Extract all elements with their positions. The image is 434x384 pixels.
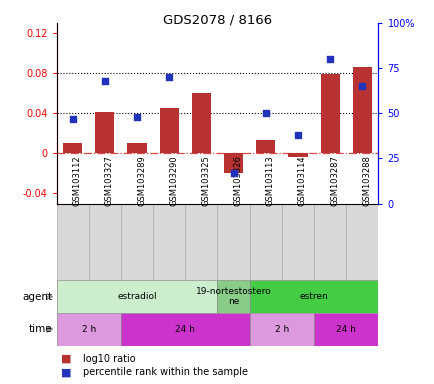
Text: estren: estren [299, 292, 328, 301]
Bar [56, 280, 217, 313]
Bar [89, 204, 121, 280]
Text: agent: agent [22, 291, 52, 302]
Bar [121, 204, 153, 280]
Bar [249, 204, 281, 280]
Bar [56, 313, 121, 346]
Point [69, 116, 76, 122]
Text: ■: ■ [61, 354, 71, 364]
Text: 2 h: 2 h [82, 325, 95, 334]
Text: 2 h: 2 h [274, 325, 288, 334]
Bar [121, 313, 249, 346]
Point [197, 2, 204, 8]
Text: 19-nortestostero
ne: 19-nortestostero ne [195, 287, 271, 306]
Bar [56, 204, 89, 280]
Text: GSM103325: GSM103325 [201, 155, 210, 206]
Bar [159, 108, 178, 153]
Text: 24 h: 24 h [175, 325, 195, 334]
Bar [127, 143, 146, 153]
Text: time: time [29, 324, 52, 334]
Text: GSM103112: GSM103112 [72, 155, 82, 206]
Text: GSM103326: GSM103326 [233, 155, 242, 206]
Point [358, 83, 365, 89]
Bar [224, 153, 243, 174]
Text: percentile rank within the sample: percentile rank within the sample [82, 367, 247, 377]
Point [294, 132, 301, 138]
Bar [345, 204, 378, 280]
Bar [249, 313, 313, 346]
Text: GDS2078 / 8166: GDS2078 / 8166 [163, 13, 271, 26]
Bar [153, 204, 185, 280]
Bar [217, 204, 249, 280]
Text: estradiol: estradiol [117, 292, 157, 301]
Point [230, 170, 237, 176]
Point [262, 110, 269, 116]
Bar [352, 67, 371, 153]
Point [165, 74, 172, 80]
Text: log10 ratio: log10 ratio [82, 354, 135, 364]
Bar [313, 313, 378, 346]
Bar [320, 74, 339, 153]
Text: 24 h: 24 h [335, 325, 355, 334]
Bar [288, 153, 307, 157]
Text: GSM103113: GSM103113 [265, 155, 274, 206]
Point [133, 114, 140, 120]
Text: GSM103289: GSM103289 [137, 155, 146, 206]
Bar [63, 143, 82, 153]
Bar [217, 280, 249, 313]
Text: GSM103287: GSM103287 [329, 155, 339, 206]
Bar [313, 204, 345, 280]
Bar [95, 112, 114, 153]
Point [101, 78, 108, 84]
Text: GSM103290: GSM103290 [169, 155, 178, 206]
Bar [249, 280, 378, 313]
Bar [281, 204, 313, 280]
Text: GSM103327: GSM103327 [105, 155, 114, 206]
Text: GSM103288: GSM103288 [362, 155, 371, 206]
Bar [191, 93, 210, 153]
Point [326, 56, 333, 62]
Text: GSM103114: GSM103114 [297, 155, 306, 206]
Bar [185, 204, 217, 280]
Text: ■: ■ [61, 367, 71, 377]
Bar [256, 141, 275, 153]
